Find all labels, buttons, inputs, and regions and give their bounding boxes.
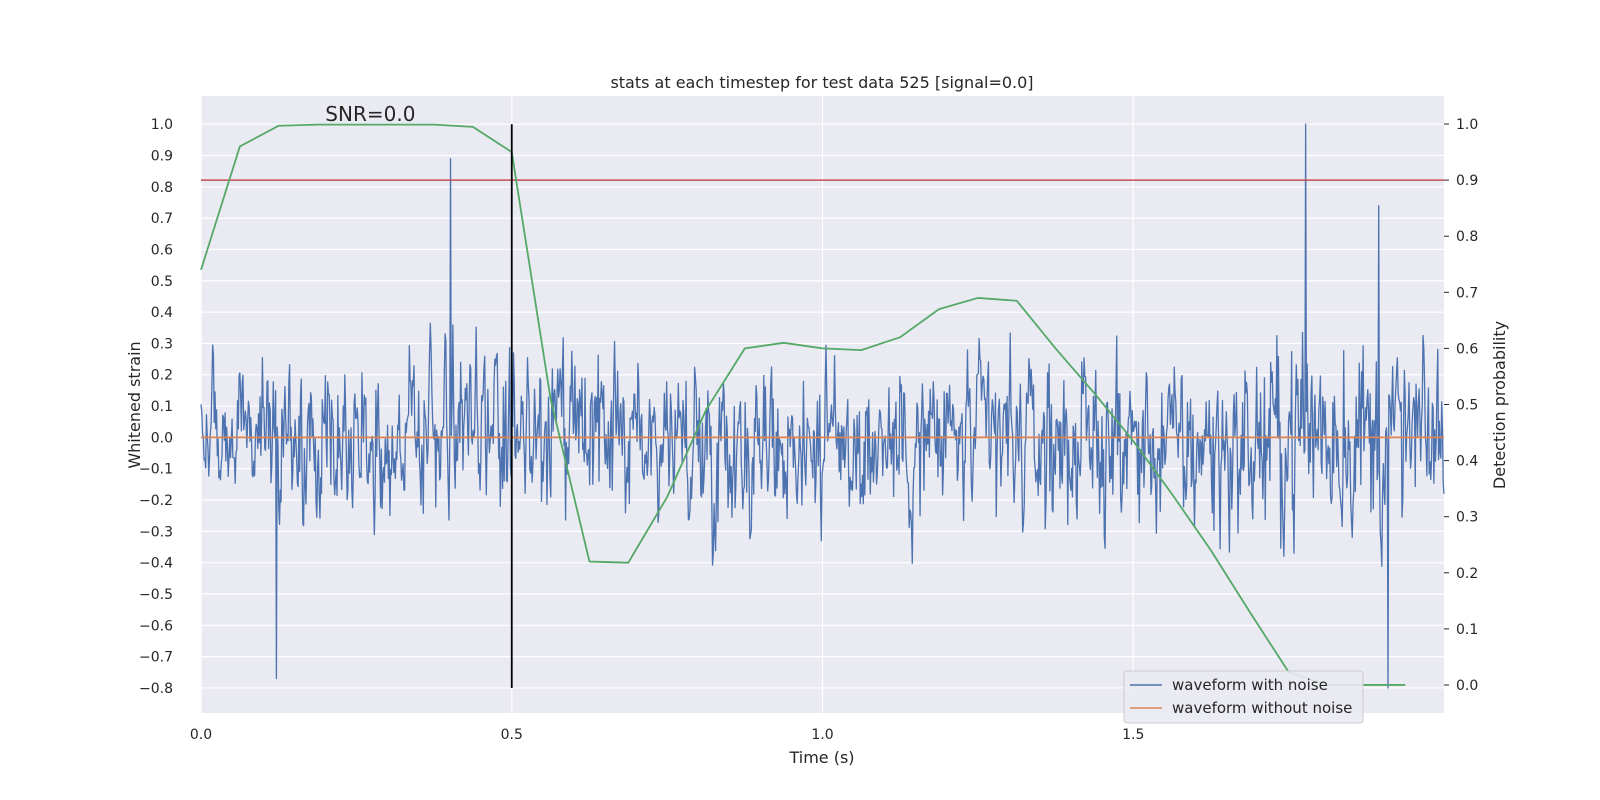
y-tick-label: 0.6 bbox=[151, 242, 173, 258]
y-tick-label: 0.2 bbox=[151, 368, 173, 384]
y2-tick-label: 1.0 bbox=[1456, 117, 1478, 133]
y-tick-label: −0.3 bbox=[139, 524, 173, 540]
y2-tick-label: 0.0 bbox=[1456, 678, 1478, 694]
legend-box bbox=[1123, 670, 1364, 724]
y-tick-label: 0.7 bbox=[151, 211, 173, 227]
x-tick-label: 0.5 bbox=[501, 727, 523, 743]
y2-tick-label: 0.6 bbox=[1456, 341, 1478, 357]
y-tick-label: −0.4 bbox=[139, 556, 173, 572]
y-tick-label: −0.8 bbox=[139, 681, 173, 697]
y-tick-label: 1.0 bbox=[151, 117, 173, 133]
y2-tick-label: 0.1 bbox=[1456, 622, 1478, 638]
y2-tick-label: 0.3 bbox=[1456, 510, 1478, 526]
x-tick-label: 1.0 bbox=[811, 727, 833, 743]
legend: waveform with noise waveform without noi… bbox=[1123, 670, 1364, 724]
y2-tick-labels: 1.0 0.9 0.8 0.7 0.6 0.5 0.4 0.3 0.2 0.1 0.0 bbox=[1444, 117, 1478, 694]
y-tick-label: 0.4 bbox=[151, 305, 173, 321]
y-tick-label: 0.3 bbox=[151, 336, 173, 352]
y2-axis-label: Detection probability bbox=[1490, 321, 1509, 489]
y-tick-label: −0.6 bbox=[139, 618, 173, 634]
x-axis-label: Time (s) bbox=[788, 748, 854, 767]
y-tick-label: 0.0 bbox=[151, 430, 173, 446]
y2-tick-label: 0.7 bbox=[1456, 285, 1478, 301]
detection-probability-line bbox=[200, 123, 1406, 686]
y-tick-labels: 1.0 0.9 0.8 0.7 0.6 0.5 0.4 0.3 0.2 0.1 0.0 −0.1 −0.… bbox=[139, 117, 173, 697]
chart-title: stats at each timestep for test data 525… bbox=[610, 73, 1033, 92]
detection-probability-series bbox=[200, 123, 1406, 686]
y-tick-label: −0.5 bbox=[139, 587, 173, 603]
legend-label-clean: waveform without noise bbox=[1172, 699, 1352, 717]
y2-tick-label: 0.8 bbox=[1456, 229, 1478, 245]
x-tick-label: 0.0 bbox=[190, 727, 212, 743]
waveform-with-noise-series bbox=[200, 123, 1445, 689]
y2-tick-label: 0.2 bbox=[1456, 566, 1478, 582]
x-tick-label: 1.5 bbox=[1122, 727, 1144, 743]
legend-label-noise: waveform with noise bbox=[1172, 676, 1328, 694]
y-tick-label: 0.5 bbox=[151, 274, 173, 290]
y2-tick-label: 0.4 bbox=[1456, 454, 1478, 470]
y2-tick-label: 0.9 bbox=[1456, 173, 1478, 189]
y2-tick-label: 0.5 bbox=[1456, 398, 1478, 414]
y-tick-label: 0.9 bbox=[151, 149, 173, 165]
y-tick-label: 0.1 bbox=[151, 399, 173, 415]
y-tick-label: −0.7 bbox=[139, 650, 173, 666]
x-tick-labels: 0.0 0.5 1.0 1.5 bbox=[190, 727, 1145, 743]
y-axis-label: Whitened strain bbox=[125, 341, 144, 468]
snr-annotation: SNR=0.0 bbox=[325, 102, 415, 126]
y-tick-label: −0.2 bbox=[139, 493, 173, 509]
y-tick-label: 0.8 bbox=[151, 180, 173, 196]
y-tick-label: −0.1 bbox=[139, 462, 173, 478]
waveform-with-noise-line bbox=[200, 123, 1445, 689]
